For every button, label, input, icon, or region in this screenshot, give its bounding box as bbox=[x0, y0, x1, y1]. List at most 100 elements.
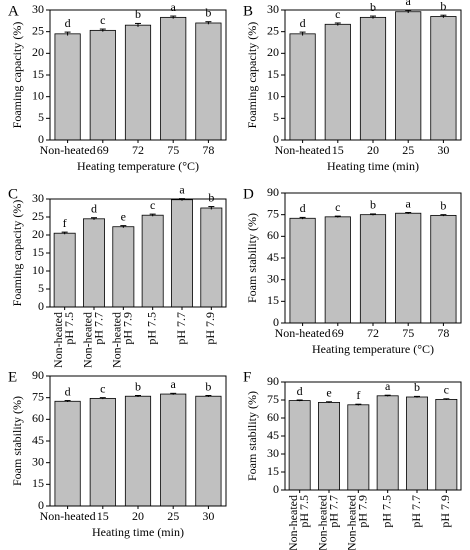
x-tick-label: 20 bbox=[132, 509, 144, 523]
y-tick-label: 75 bbox=[267, 392, 279, 406]
y-tick-label: 45 bbox=[32, 433, 44, 447]
x-tick-label: 72 bbox=[132, 143, 144, 157]
y-tick-label: 25 bbox=[267, 23, 279, 37]
x-tick-label: Non-heated bbox=[80, 312, 94, 368]
bar bbox=[54, 400, 81, 507]
x-tick-label: 25 bbox=[167, 509, 179, 523]
y-tick-label: 10 bbox=[32, 263, 44, 277]
plot-frame bbox=[49, 198, 227, 308]
x-tick-label: Non-heated bbox=[40, 143, 96, 157]
panel-label: B bbox=[243, 3, 253, 19]
y-axis-label: Foam stability (%) bbox=[10, 396, 24, 486]
significance-letter: c bbox=[335, 200, 340, 214]
x-tick-label: pH 7.5 bbox=[379, 495, 393, 528]
bar bbox=[430, 214, 457, 324]
significance-letter: f bbox=[356, 388, 360, 402]
x-tick-label: 78 bbox=[437, 326, 449, 340]
y-axis-label: Foaming capacity (%) bbox=[10, 22, 24, 129]
bar bbox=[406, 396, 428, 491]
plot-frame bbox=[49, 9, 227, 141]
significance-letter: a bbox=[385, 379, 391, 393]
x-tick-label: 30 bbox=[202, 509, 214, 523]
y-tick-label: 60 bbox=[267, 410, 279, 424]
x-tick-label: pH 7.9 bbox=[356, 495, 370, 528]
y-tick-label: 10 bbox=[267, 88, 279, 102]
significance-letter: d bbox=[300, 16, 306, 30]
y-tick-label: 15 bbox=[267, 464, 279, 478]
bar bbox=[160, 393, 187, 507]
x-tick-label: Non-heated bbox=[51, 312, 65, 368]
bar bbox=[359, 214, 387, 324]
x-tick-label: 69 bbox=[97, 143, 109, 157]
significance-letter: b bbox=[414, 380, 420, 394]
significance-letter: a bbox=[179, 182, 185, 196]
y-axis-label: Foaming capacity (%) bbox=[245, 22, 259, 129]
bar bbox=[160, 16, 187, 141]
x-axis-label: Heating time (min) bbox=[92, 525, 184, 539]
significance-letter: b bbox=[135, 7, 141, 21]
panel-label: D bbox=[243, 186, 254, 202]
bar bbox=[359, 16, 387, 141]
significance-letter: c bbox=[100, 13, 105, 27]
x-tick-label: pH 7.7 bbox=[326, 495, 340, 528]
y-tick-label: 75 bbox=[267, 206, 279, 220]
significance-letter: a bbox=[406, 196, 412, 210]
significance-letter: b bbox=[208, 190, 214, 204]
plot-frame bbox=[284, 192, 462, 324]
panel-label: A bbox=[8, 3, 19, 19]
significance-letter: e bbox=[326, 386, 331, 400]
y-tick-label: 20 bbox=[267, 45, 279, 59]
panel-label: E bbox=[8, 369, 17, 385]
x-tick-label: 20 bbox=[367, 143, 379, 157]
significance-letter: c bbox=[150, 198, 155, 212]
y-tick-label: 0 bbox=[273, 482, 279, 496]
y-tick-label: 20 bbox=[32, 227, 44, 241]
x-tick-label: Non-heated bbox=[275, 143, 331, 157]
bar bbox=[83, 218, 105, 308]
x-tick-label: 30 bbox=[437, 143, 449, 157]
significance-letter: a bbox=[171, 0, 177, 14]
bar bbox=[435, 398, 458, 491]
bar bbox=[430, 16, 457, 141]
panel-label: C bbox=[8, 186, 18, 202]
y-tick-label: 15 bbox=[32, 476, 44, 490]
y-tick-label: 45 bbox=[267, 250, 279, 264]
bar bbox=[200, 207, 223, 308]
x-axis-label: Heating time (min) bbox=[327, 159, 419, 173]
x-tick-label: Non-heated bbox=[315, 495, 329, 550]
y-axis-label: Foaming capacity (%) bbox=[10, 200, 24, 307]
bar bbox=[124, 395, 152, 507]
y-tick-label: 30 bbox=[32, 191, 44, 205]
x-tick-label: Non-heated bbox=[286, 495, 300, 550]
y-tick-label: 25 bbox=[32, 23, 44, 37]
plot-frame bbox=[49, 375, 227, 507]
x-tick-label: 69 bbox=[332, 326, 344, 340]
x-axis-label: Heating temperature (°C) bbox=[77, 159, 199, 173]
significance-letter: b bbox=[205, 379, 211, 393]
y-tick-label: 15 bbox=[267, 293, 279, 307]
y-tick-label: 15 bbox=[32, 245, 44, 259]
y-tick-label: 20 bbox=[32, 45, 44, 59]
significance-letter: a bbox=[171, 377, 177, 391]
x-tick-label: pH 7.5 bbox=[62, 312, 76, 345]
x-tick-label: 72 bbox=[367, 326, 379, 340]
y-tick-label: 60 bbox=[267, 228, 279, 242]
bar bbox=[141, 214, 164, 308]
x-tick-label: 75 bbox=[167, 143, 179, 157]
significance-letter: b bbox=[440, 198, 446, 212]
y-tick-label: 30 bbox=[32, 2, 44, 16]
bar bbox=[195, 395, 222, 507]
significance-letter: b bbox=[370, 0, 376, 14]
significance-letter: d bbox=[300, 201, 306, 215]
significance-letter: e bbox=[121, 209, 126, 223]
significance-letter: c bbox=[100, 381, 105, 395]
y-tick-label: 45 bbox=[267, 428, 279, 442]
y-tick-label: 0 bbox=[273, 315, 279, 329]
y-tick-label: 0 bbox=[38, 132, 44, 146]
bar bbox=[395, 11, 422, 141]
bar bbox=[195, 22, 222, 141]
y-tick-label: 30 bbox=[267, 446, 279, 460]
y-tick-label: 60 bbox=[32, 411, 44, 425]
bar bbox=[395, 212, 422, 324]
